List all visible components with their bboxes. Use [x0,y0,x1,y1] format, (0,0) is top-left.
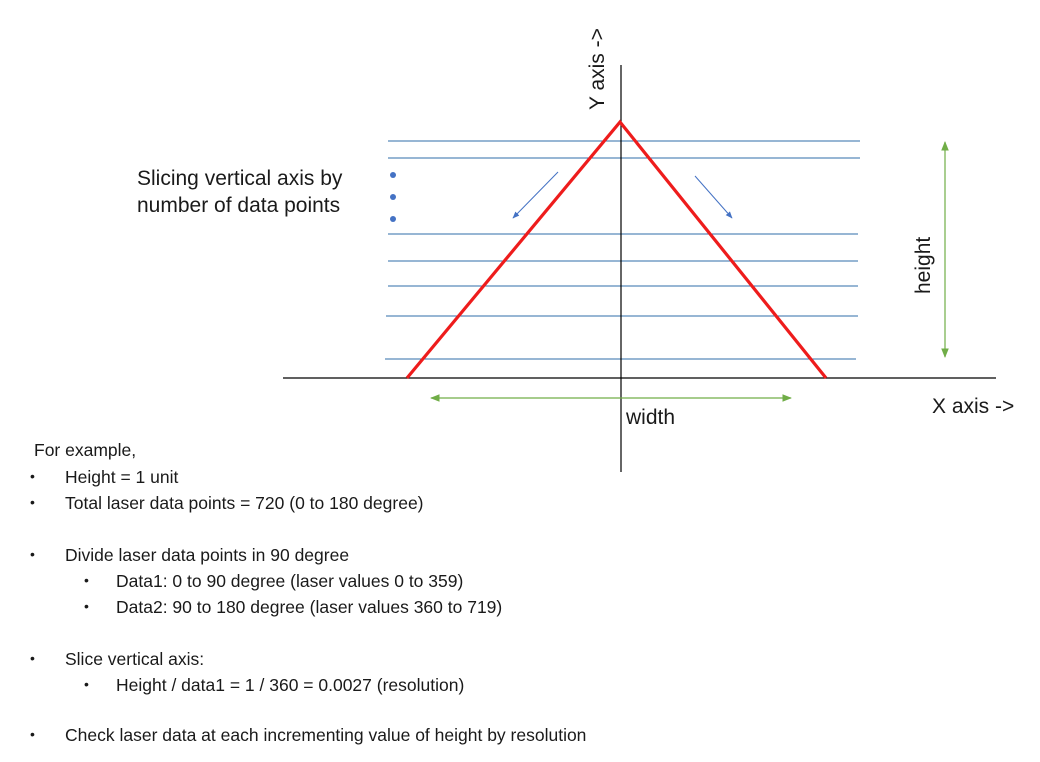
y-axis-label: Y axis -> [586,28,609,110]
slicing-description: Slicing vertical axis by number of data … [137,167,343,217]
note-total-points: Total laser data points = 720 (0 to 180 … [65,493,424,513]
bullet-icon: • [30,494,35,510]
left-direction-arrow [512,171,559,219]
slice-lines [385,140,860,360]
bullet-icon: • [30,468,35,484]
note-height: Height = 1 unit [65,467,179,487]
dot [390,194,396,200]
ellipsis-dots [390,172,396,222]
sub-bullet-icon: • [84,598,89,614]
notes-intro: For example, [34,440,137,460]
bullet-icon: • [30,650,35,666]
sub-bullet-icon: • [84,572,89,588]
note-slice-axis: Slice vertical axis: [65,649,205,669]
dot [390,172,396,178]
note-data1: Data1: 0 to 90 degree (laser values 0 to… [116,571,464,591]
bullet-icon: • [30,726,35,742]
height-label: height [912,237,935,294]
triangle-outline [405,119,828,380]
dot [390,216,396,222]
note-resolution: Height / data1 = 1 / 360 = 0.0027 (resol… [116,675,465,695]
bullet-icon: • [30,546,35,562]
note-check-laser: Check laser data at each incrementing va… [65,725,587,745]
note-data2: Data2: 90 to 180 degree (laser values 36… [116,597,503,617]
note-divide: Divide laser data points in 90 degree [65,545,350,565]
right-direction-arrow [694,175,733,219]
x-axis-label: X axis -> [932,395,1014,418]
sub-bullet-icon: • [84,676,89,692]
width-label: width [625,406,675,429]
